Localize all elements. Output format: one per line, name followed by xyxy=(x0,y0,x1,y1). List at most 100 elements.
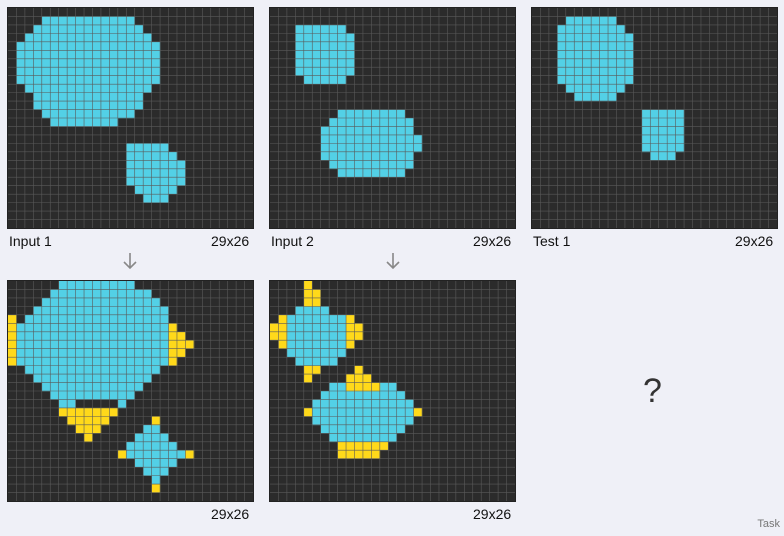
cyan-cell xyxy=(134,75,144,85)
cyan-cell xyxy=(100,84,110,93)
cyan-cell xyxy=(624,33,634,43)
yellow-cell xyxy=(278,314,288,324)
cyan-cell xyxy=(371,109,381,119)
cyan-cell xyxy=(565,75,575,85)
cyan-cell xyxy=(388,160,398,170)
cyan-cell xyxy=(84,75,93,85)
cyan-cell xyxy=(41,340,51,349)
cyan-cell xyxy=(329,314,338,324)
cyan-cell xyxy=(362,416,372,426)
cyan-cell xyxy=(168,441,178,451)
cyan-cell xyxy=(143,143,152,153)
cyan-cell xyxy=(143,323,152,333)
cyan-cell xyxy=(58,391,68,400)
cyan-cell xyxy=(58,289,68,299)
yellow-cell xyxy=(151,484,161,493)
cyan-cell xyxy=(41,92,51,102)
cyan-cell xyxy=(557,33,567,43)
cyan-cell xyxy=(286,323,296,333)
cyan-cell xyxy=(295,348,305,358)
cyan-cell xyxy=(379,391,389,400)
cyan-cell xyxy=(337,331,347,341)
input-2-grid xyxy=(269,7,516,229)
cyan-cell xyxy=(320,391,330,400)
cyan-cell xyxy=(362,134,372,144)
cyan-cell xyxy=(100,109,110,119)
cyan-cell xyxy=(667,126,676,136)
yellow-cell xyxy=(109,407,119,417)
yellow-cell xyxy=(346,314,355,324)
cyan-cell xyxy=(337,118,347,127)
cyan-cell xyxy=(650,118,660,127)
cyan-cell xyxy=(84,92,93,102)
cyan-cell xyxy=(41,75,51,85)
cyan-cell xyxy=(75,92,85,102)
cyan-cell xyxy=(75,41,85,51)
cyan-cell xyxy=(667,109,676,119)
cyan-cell xyxy=(67,297,76,307)
cyan-cell xyxy=(329,67,338,76)
cyan-cell xyxy=(109,58,119,68)
cyan-cell xyxy=(84,101,93,110)
cyan-cell xyxy=(143,41,152,51)
cyan-cell xyxy=(58,382,68,392)
cyan-cell xyxy=(24,314,34,324)
cyan-cell xyxy=(84,16,93,26)
cyan-cell xyxy=(58,50,68,60)
cyan-cell xyxy=(41,101,51,110)
cyan-cell xyxy=(388,126,398,136)
cyan-cell xyxy=(320,24,330,34)
cyan-cell xyxy=(151,194,161,203)
cyan-cell xyxy=(58,323,68,333)
cyan-cell xyxy=(143,75,152,85)
cyan-cell xyxy=(126,92,136,102)
cyan-cell xyxy=(117,84,127,93)
cyan-cell xyxy=(100,101,110,110)
cyan-cell xyxy=(346,41,355,51)
cyan-cell xyxy=(599,75,609,85)
cyan-cell xyxy=(50,391,59,400)
cyan-cell xyxy=(608,24,617,34)
yellow-cell xyxy=(8,357,17,366)
cyan-cell xyxy=(295,357,305,366)
cyan-cell xyxy=(557,24,567,34)
cyan-cell xyxy=(134,374,144,383)
cyan-cell xyxy=(312,416,321,426)
cyan-cell xyxy=(346,109,355,119)
yellow-cell xyxy=(312,365,321,375)
cyan-cell xyxy=(346,391,355,400)
cyan-cell xyxy=(75,297,85,307)
cyan-cell xyxy=(168,185,178,195)
cyan-cell xyxy=(50,41,59,51)
cyan-cell xyxy=(168,160,178,170)
cyan-cell xyxy=(75,314,85,324)
cyan-cell xyxy=(151,458,161,468)
cyan-cell xyxy=(346,126,355,136)
cyan-cell xyxy=(92,289,102,299)
cyan-cell xyxy=(134,382,144,392)
cyan-cell xyxy=(320,323,330,333)
cyan-cell xyxy=(388,416,398,426)
yellow-cell xyxy=(303,281,313,290)
cyan-cell xyxy=(337,151,347,161)
cyan-cell xyxy=(295,331,305,341)
cyan-cell xyxy=(675,118,685,127)
cyan-cell xyxy=(354,433,364,443)
cyan-cell xyxy=(591,92,600,102)
cyan-cell xyxy=(84,365,93,375)
cyan-cell xyxy=(329,75,338,85)
cyan-cell xyxy=(92,281,102,290)
test-1-label: Test 1 xyxy=(533,233,571,249)
cyan-cell xyxy=(109,391,119,400)
cyan-cell xyxy=(58,16,68,26)
cyan-cell xyxy=(134,177,144,186)
cyan-cell xyxy=(33,357,43,366)
cyan-cell xyxy=(320,67,330,76)
cyan-cell xyxy=(641,134,651,144)
cyan-cell xyxy=(295,314,305,324)
cyan-cell xyxy=(337,58,347,68)
cyan-cell xyxy=(295,50,305,60)
cyan-cell xyxy=(599,16,609,26)
yellow-cell xyxy=(84,407,93,417)
cyan-cell xyxy=(354,109,364,119)
